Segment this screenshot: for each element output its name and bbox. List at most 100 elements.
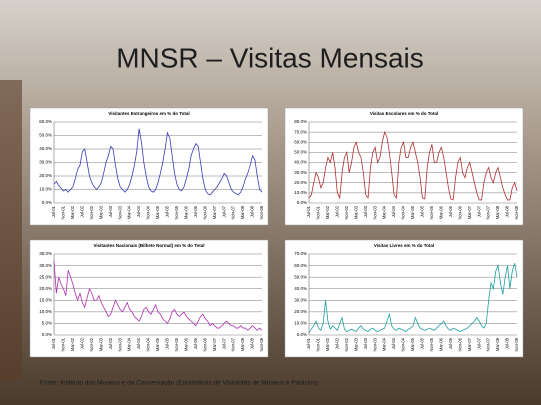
x-tick-label: Nov-03 xyxy=(372,337,377,351)
x-tick-label: Mar-03 xyxy=(353,205,358,219)
y-tick-label: 70.0% xyxy=(294,129,307,134)
x-tick-label: Mar-07 xyxy=(212,337,217,351)
x-tick-label: Jul-04 xyxy=(391,337,396,349)
slide: MNSR – Visitas Mensais Fonte: Instituto … xyxy=(0,0,541,405)
y-tick-label: 0.0% xyxy=(297,200,307,205)
x-tick-label: Jul-02 xyxy=(334,337,339,349)
chart-title: Visitas Livres em % do Total xyxy=(374,243,434,248)
y-tick-label: 10.0% xyxy=(39,309,52,314)
y-tick-label: 70.0% xyxy=(294,251,307,256)
x-tick-label: Nov-01 xyxy=(61,205,66,219)
y-tick-label: 80.0% xyxy=(294,119,307,124)
background-detail xyxy=(0,80,22,380)
y-tick-label: 30.0% xyxy=(39,160,52,165)
x-tick-label: Jul-04 xyxy=(136,205,141,217)
x-tick-label: Mar-04 xyxy=(127,205,132,219)
x-tick-label: Nov-04 xyxy=(401,205,406,219)
x-tick-label: Jul-02 xyxy=(79,205,84,217)
x-tick-label: Mar-07 xyxy=(467,205,472,219)
x-tick-label: Nov-02 xyxy=(89,337,94,351)
x-tick-label: Nov-03 xyxy=(372,205,377,219)
y-tick-label: 10.0% xyxy=(294,321,307,326)
x-tick-label: Nov-02 xyxy=(344,337,349,351)
y-tick-label: 40.0% xyxy=(294,286,307,291)
x-tick-label: Jul-08 xyxy=(505,205,510,217)
x-tick-label: Jul-04 xyxy=(391,205,396,217)
x-tick-label: Nov-06 xyxy=(202,205,207,219)
x-tick-label: Nov-07 xyxy=(231,337,236,351)
y-tick-label: 0.0% xyxy=(297,332,307,337)
y-tick-label: 35.0% xyxy=(39,251,52,256)
y-tick-label: 60.0% xyxy=(294,263,307,268)
x-tick-label: Mar-08 xyxy=(495,337,500,351)
x-tick-label: Mar-08 xyxy=(495,205,500,219)
y-tick-label: 0.0% xyxy=(42,332,52,337)
x-tick-label: Jul-07 xyxy=(476,205,481,217)
x-tick-label: Mar-06 xyxy=(438,205,443,219)
x-tick-label: Mar-04 xyxy=(127,337,132,351)
x-tick-label: Mar-02 xyxy=(70,337,75,351)
x-tick-label: Nov-06 xyxy=(457,205,462,219)
x-tick-label: Jul-07 xyxy=(476,337,481,349)
x-tick-label: Nov-04 xyxy=(401,337,406,351)
y-tick-label: 25.0% xyxy=(39,274,52,279)
x-tick-label: Mar-06 xyxy=(438,337,443,351)
y-tick-label: 60.0% xyxy=(294,139,307,144)
x-tick-label: Jul-08 xyxy=(250,205,255,217)
y-tick-label: 20.0% xyxy=(294,309,307,314)
chart-title: Visitantes Nacionais (Bilhete Normal) em… xyxy=(93,243,204,248)
x-tick-label: Jul-06 xyxy=(448,205,453,217)
x-tick-label: Jul-02 xyxy=(334,205,339,217)
x-tick-label: Jul-07 xyxy=(221,337,226,349)
x-tick-label: Mar-04 xyxy=(382,337,387,351)
x-tick-label: Jul-05 xyxy=(165,337,170,349)
source: Fonte: Instituto dos Museus e da Conserv… xyxy=(40,380,318,387)
x-tick-label: Nov-05 xyxy=(174,337,179,351)
y-tick-label: 40.0% xyxy=(39,146,52,151)
x-tick-label: Nov-01 xyxy=(316,337,321,351)
x-tick-label: Jul-06 xyxy=(448,337,453,349)
x-tick-label: Mar-05 xyxy=(155,337,160,351)
x-tick-label: Nov-07 xyxy=(486,337,491,351)
x-tick-label: Jul-08 xyxy=(505,337,510,349)
x-tick-label: Nov-02 xyxy=(89,205,94,219)
x-tick-label: Nov-06 xyxy=(202,337,207,351)
x-tick-label: Jul-02 xyxy=(79,337,84,349)
x-tick-label: Nov-05 xyxy=(429,337,434,351)
y-tick-label: 50.0% xyxy=(294,150,307,155)
x-tick-label: Jul-01 xyxy=(51,337,56,349)
x-tick-label: Mar-07 xyxy=(467,337,472,351)
y-tick-label: 40.0% xyxy=(294,160,307,165)
y-tick-label: 10.0% xyxy=(39,187,52,192)
x-tick-label: Nov-07 xyxy=(486,205,491,219)
x-tick-label: Nov-06 xyxy=(457,337,462,351)
y-tick-label: 5.0% xyxy=(42,321,52,326)
y-tick-label: 50.0% xyxy=(39,133,52,138)
x-tick-label: Mar-06 xyxy=(183,205,188,219)
x-tick-label: Nov-02 xyxy=(344,205,349,219)
x-tick-label: Mar-08 xyxy=(240,337,245,351)
x-tick-label: Nov-08 xyxy=(514,337,519,351)
x-tick-label: Jul-04 xyxy=(136,337,141,349)
x-tick-label: Jul-05 xyxy=(420,337,425,349)
y-tick-label: 20.0% xyxy=(39,173,52,178)
x-tick-label: Nov-01 xyxy=(61,337,66,351)
y-tick-label: 30.0% xyxy=(39,263,52,268)
x-tick-label: Mar-08 xyxy=(240,205,245,219)
slide-title: MNSR – Visitas Mensais xyxy=(116,42,424,73)
x-tick-label: Jul-01 xyxy=(51,205,56,217)
x-tick-label: Nov-08 xyxy=(259,205,264,219)
x-tick-label: Nov-07 xyxy=(231,205,236,219)
x-tick-label: Nov-05 xyxy=(429,205,434,219)
y-tick-label: 30.0% xyxy=(294,297,307,302)
x-tick-label: Nov-05 xyxy=(174,205,179,219)
y-tick-label: 0.0% xyxy=(42,200,52,205)
x-tick-label: Mar-03 xyxy=(98,337,103,351)
x-tick-label: Mar-07 xyxy=(212,205,217,219)
y-tick-label: 50.0% xyxy=(294,274,307,279)
x-tick-label: Jul-06 xyxy=(193,337,198,349)
x-tick-label: Nov-01 xyxy=(316,205,321,219)
x-tick-label: Jul-07 xyxy=(221,205,226,217)
x-tick-label: Jul-05 xyxy=(420,205,425,217)
x-tick-label: Mar-02 xyxy=(325,337,330,351)
